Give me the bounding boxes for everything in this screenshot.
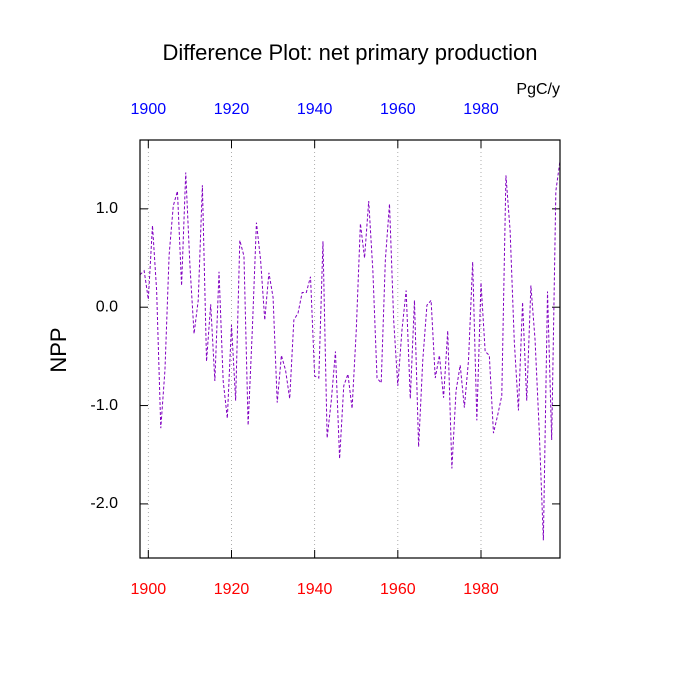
x-tick-label-top: 1960 xyxy=(380,101,416,118)
x-tick-label-top: 1940 xyxy=(297,101,333,118)
y-tick-label: 0.0 xyxy=(96,298,118,315)
y-tick-label: -1.0 xyxy=(90,397,118,414)
x-tick-label: 1960 xyxy=(380,581,416,598)
x-tick-label-top: 1980 xyxy=(463,101,499,118)
plot-frame xyxy=(139,139,561,559)
x-tick-label: 1980 xyxy=(463,581,499,598)
x-tick-label: 1940 xyxy=(297,581,333,598)
x-tick-label-top: 1920 xyxy=(214,101,250,118)
units-label: PgC/y xyxy=(516,81,560,98)
x-tick-label: 1900 xyxy=(131,581,167,598)
y-tick-label: 1.0 xyxy=(96,200,118,217)
y-tick-label: -2.0 xyxy=(90,495,118,512)
chart-title: Difference Plot: net primary production xyxy=(163,40,538,65)
x-tick-label: 1920 xyxy=(214,581,250,598)
x-tick-label-top: 1900 xyxy=(131,101,167,118)
y-axis-label: NPP xyxy=(46,327,71,372)
data-line xyxy=(139,160,561,541)
